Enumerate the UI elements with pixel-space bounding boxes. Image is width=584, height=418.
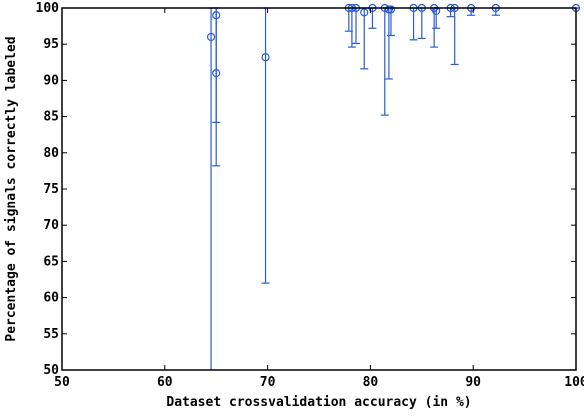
x-tick-label: 100 — [564, 375, 584, 390]
y-tick-label: 75 — [43, 182, 59, 197]
y-tick-label: 95 — [43, 37, 59, 52]
y-axis-label: Percentage of signals correctly labeled — [4, 36, 19, 341]
data-point — [212, 11, 221, 20]
plot-frame — [61, 7, 577, 371]
data-point — [261, 53, 270, 62]
data-point — [212, 69, 221, 78]
x-tick-label: 50 — [54, 375, 70, 390]
errorbar-layer — [207, 7, 580, 370]
data-point — [386, 5, 396, 14]
y-tick-label: 50 — [43, 363, 59, 378]
points-layer — [206, 3, 581, 78]
x-axis-label: Dataset crossvalidation accuracy (in %) — [166, 395, 471, 410]
x-tick-label: 90 — [465, 375, 481, 390]
y-tick-label: 100 — [36, 1, 60, 16]
x-tick-label: 70 — [260, 375, 276, 390]
y-tick-label: 70 — [43, 218, 59, 233]
data-point — [360, 8, 369, 17]
y-tick-label: 80 — [43, 146, 59, 161]
y-tick-label: 60 — [43, 291, 59, 306]
y-tick-label: 65 — [43, 254, 59, 269]
x-tick-label: 80 — [363, 375, 379, 390]
x-tick-label: 60 — [157, 375, 173, 390]
y-tick-label: 55 — [43, 327, 59, 342]
ticks-layer: 50 60 70 80 90 100 50 55 60 65 70 75 80 85 90 95 100 — [36, 1, 584, 390]
y-tick-label: 90 — [43, 73, 59, 88]
y-tick-label: 85 — [43, 110, 59, 125]
data-point — [206, 32, 216, 42]
